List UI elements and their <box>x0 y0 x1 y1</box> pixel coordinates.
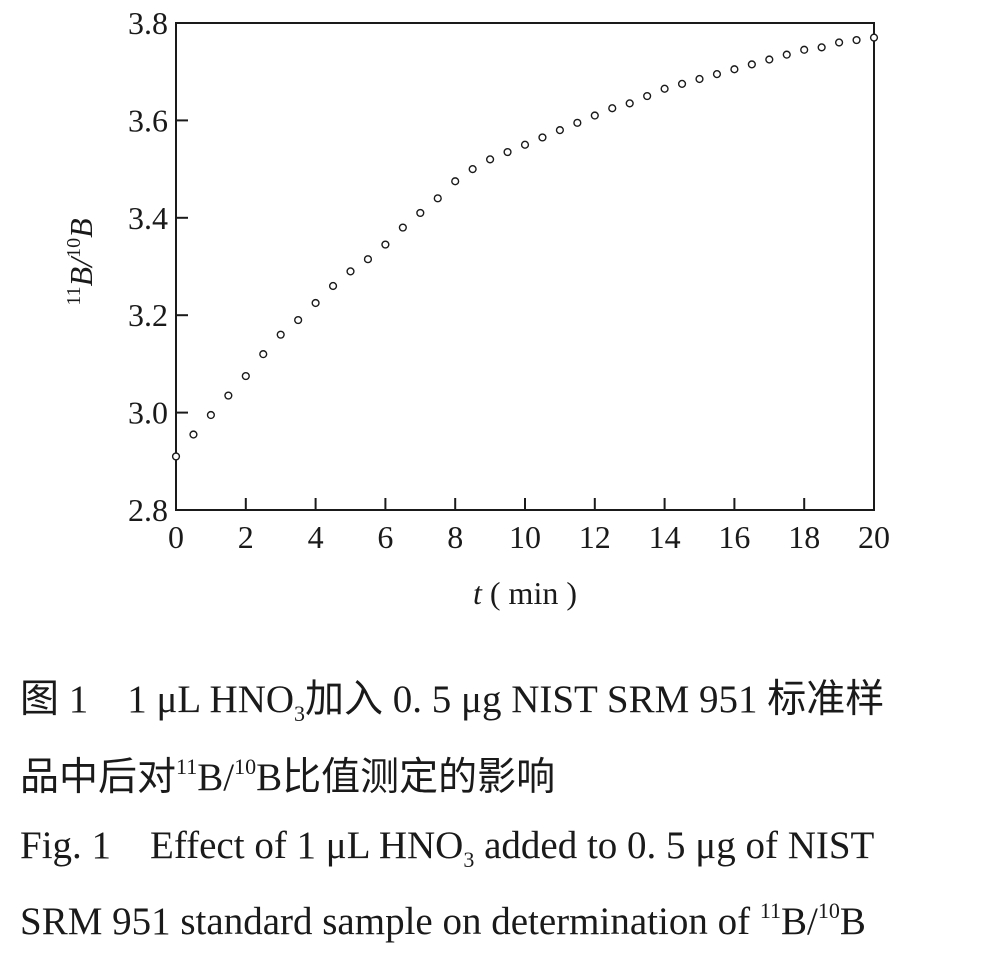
data-point <box>206 410 216 420</box>
y-axis-title: 11B/10B <box>63 218 99 305</box>
data-point <box>363 255 373 264</box>
data-point <box>608 104 617 113</box>
data-point <box>712 70 722 79</box>
caption-zh-line2-mid: B/ <box>197 756 235 799</box>
caption-en-line2-prefix: SRM 951 standard sample on determination… <box>20 900 760 943</box>
data-point <box>416 208 425 218</box>
y-tick-label: 3.6 <box>128 102 168 138</box>
data-point <box>224 391 233 400</box>
caption-en-line1-suffix: added to 0. 5 μg of NIST <box>474 824 875 867</box>
caption-en-line2-suffix: B <box>839 900 866 943</box>
data-point <box>590 111 599 120</box>
data-point <box>451 177 460 186</box>
data-point <box>398 223 407 232</box>
x-tick-label: 6 <box>377 519 393 555</box>
data-point <box>625 99 634 108</box>
x-tick-label: 18 <box>788 519 820 555</box>
data-point <box>171 452 181 461</box>
data-point <box>747 60 756 69</box>
data-point <box>486 155 495 164</box>
data-point <box>555 126 565 135</box>
data-point <box>817 43 826 52</box>
data-points <box>171 33 879 461</box>
y-axis-title-b2: B <box>63 218 99 238</box>
caption-zh-line2-suffix: B比值测定的影响 <box>256 756 556 799</box>
x-axis-title: t ( min ) <box>473 575 577 611</box>
x-tick-label: 4 <box>308 519 324 555</box>
x-tick-label: 14 <box>649 519 681 555</box>
y-axis-title-sup2: 10 <box>63 238 85 258</box>
x-tick-label: 0 <box>168 519 184 555</box>
data-point <box>328 281 338 291</box>
caption-zh-line1-suffix: 加入 0. 5 μg NIST SRM 951 标准样 <box>305 678 885 721</box>
data-point <box>695 74 704 84</box>
data-point <box>189 430 198 439</box>
caption-en-line1-sub: 3 <box>463 846 475 872</box>
caption-zh-line2-sup1: 11 <box>176 754 198 779</box>
data-point <box>468 165 477 174</box>
y-axis-ticks: 2.8 3.0 3.2 3.4 3.6 3.8 <box>128 5 188 528</box>
data-point <box>643 91 652 101</box>
data-point <box>765 55 774 64</box>
data-point <box>433 194 442 203</box>
data-point <box>869 33 879 42</box>
data-point <box>677 79 687 88</box>
x-axis-title-unit: ( min ) <box>482 575 577 611</box>
y-axis-title-sup1: 11 <box>63 286 85 305</box>
data-point <box>294 315 303 325</box>
data-point <box>276 330 285 339</box>
caption-zh-line1: 图 1 1 μL HNO3加入 0. 5 μg NIST SRM 951 标准样 <box>20 680 884 725</box>
data-point <box>503 147 512 157</box>
y-tick-label: 3.8 <box>128 5 168 41</box>
plot-frame <box>175 22 875 511</box>
caption-en-line1-prefix: Fig. 1 Effect of 1 μL HNO <box>20 824 464 867</box>
caption-zh-line1-prefix: 图 1 1 μL HNO <box>20 678 295 721</box>
data-point <box>800 45 809 54</box>
data-point <box>241 371 250 381</box>
y-tick-label: 2.8 <box>128 492 168 528</box>
x-tick-label: 16 <box>718 519 750 555</box>
data-point <box>346 267 355 276</box>
x-tick-label: 12 <box>579 519 611 555</box>
data-point <box>573 118 582 127</box>
chart: 0 2 4 6 8 10 12 14 16 18 20 2.8 3.0 3.2 3.4 3.6 3.8 t (… <box>63 5 890 611</box>
y-tick-label: 3.2 <box>128 297 168 333</box>
caption-zh-line2-sup2: 10 <box>234 754 257 779</box>
caption-en-line1: Fig. 1 Effect of 1 μL HNO3 added to 0. 5… <box>20 826 874 871</box>
data-point <box>311 298 320 308</box>
x-tick-label: 2 <box>238 519 254 555</box>
data-point <box>782 50 791 59</box>
x-axis-ticks: 0 2 4 6 8 10 12 14 16 18 20 <box>168 498 890 555</box>
caption-zh-line2: 品中后对11B/10B比值测定的影响 <box>20 756 556 799</box>
x-tick-label: 8 <box>447 519 463 555</box>
x-tick-label: 10 <box>509 519 541 555</box>
caption-en-line2-mid: B/ <box>781 900 818 943</box>
data-point <box>730 65 739 74</box>
y-axis-title-b1: B/ <box>63 255 99 287</box>
x-tick-label: 20 <box>858 519 890 555</box>
caption-en-line2-sup2: 10 <box>817 898 840 923</box>
data-point <box>834 38 844 47</box>
data-point <box>520 140 530 149</box>
caption-en-line2: SRM 951 standard sample on determination… <box>20 900 866 943</box>
caption-zh-line1-sub: 3 <box>294 700 306 726</box>
y-tick-label: 3.0 <box>128 395 168 431</box>
x-axis-title-var: t <box>473 575 483 611</box>
data-point <box>852 35 861 45</box>
y-tick-label: 3.4 <box>128 200 168 236</box>
data-point <box>259 350 268 359</box>
data-point <box>660 84 669 93</box>
caption-zh-line2-prefix: 品中后对 <box>20 756 177 799</box>
data-point <box>538 133 547 142</box>
caption-en-line2-sup1: 11 <box>759 898 781 923</box>
data-point <box>381 240 390 249</box>
